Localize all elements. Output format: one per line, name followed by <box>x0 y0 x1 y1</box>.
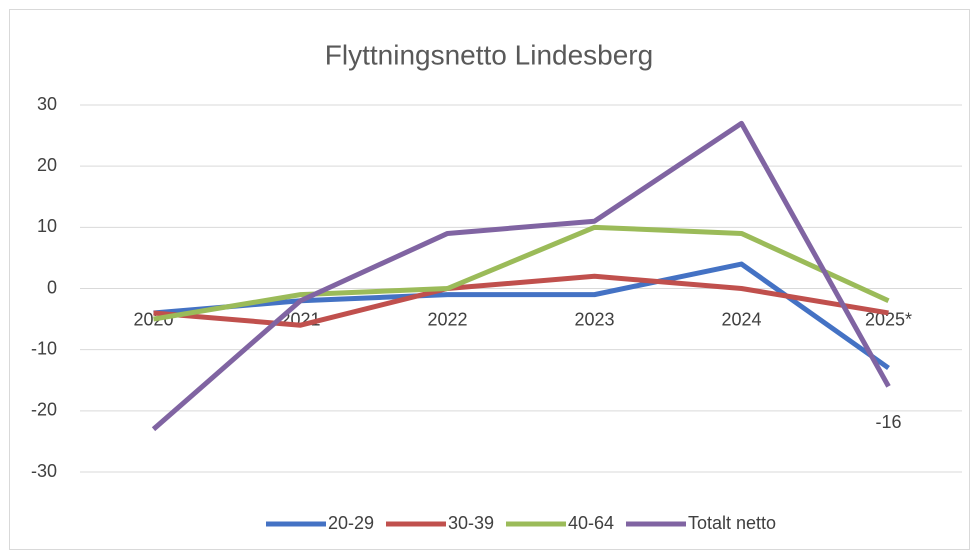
y-tick-label: -20 <box>31 400 57 420</box>
x-tick-label: 2022 <box>427 309 467 329</box>
x-tick-label: 2024 <box>721 309 761 329</box>
data-label: -16 <box>875 412 901 432</box>
y-tick-label: 20 <box>37 155 57 175</box>
series-line <box>153 261 890 371</box>
legend-label: 20-29 <box>328 513 374 533</box>
legend-label: 40-64 <box>568 513 614 533</box>
y-tick-label: 30 <box>37 94 57 114</box>
y-tick-label: 0 <box>47 277 57 297</box>
legend-label: 30-39 <box>448 513 494 533</box>
y-tick-label: 10 <box>37 216 57 236</box>
chart-title: Flyttningsnetto Lindesberg <box>325 39 653 70</box>
series-line <box>153 224 890 322</box>
legend-label: Totalt netto <box>688 513 776 533</box>
x-tick-label: 2025* <box>865 309 912 329</box>
x-tick-label: 2023 <box>574 309 614 329</box>
chart-border <box>9 9 970 550</box>
y-tick-label: -30 <box>31 461 57 481</box>
series-line <box>151 120 891 432</box>
y-tick-label: -10 <box>31 338 57 358</box>
